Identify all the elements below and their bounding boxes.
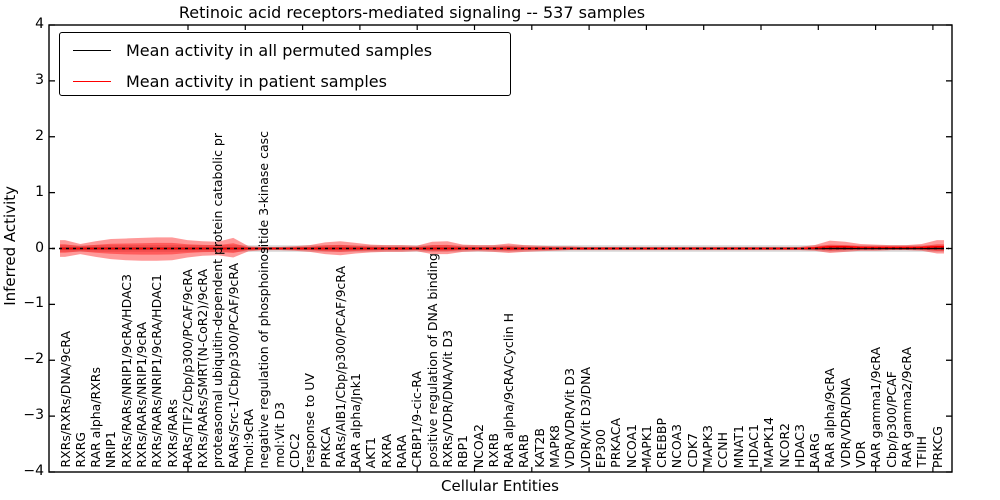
x-tick-label: mol:9cRA xyxy=(241,408,257,468)
x-tick-label: NCOA3 xyxy=(669,423,685,468)
x-tick-label: RAR alpha/9cRA/Cyclin H xyxy=(501,312,517,468)
x-tick-label: RAR alpha/Jnk1 xyxy=(348,372,364,468)
y-tick-label: −1 xyxy=(23,295,44,312)
x-tick-label: positive regulation of DNA binding xyxy=(424,253,440,468)
x-tick-label: RARs/TIF2/Cbp/p300/PCAF/9cRA xyxy=(179,268,195,468)
x-tick-label: CCNH xyxy=(715,431,731,468)
x-tick-label: HDAC3 xyxy=(791,424,807,468)
x-tick-label: RXRG xyxy=(72,432,88,468)
permuted-line-sample xyxy=(73,50,111,51)
legend-label-permuted: Mean activity in all permuted samples xyxy=(126,41,433,60)
y-tick-label: 3 xyxy=(35,71,44,88)
x-tick-label: AKT1 xyxy=(363,436,379,468)
x-tick-label: EP300 xyxy=(592,428,608,468)
x-tick-label: RAR gamma1/9cRA xyxy=(868,347,884,468)
y-tick-label: −2 xyxy=(23,351,44,368)
x-tick-label: RXRA xyxy=(378,434,394,468)
x-tick-label: KAT2B xyxy=(531,428,547,468)
x-tick-label: Cbp/p300/PCAF xyxy=(883,371,899,468)
x-tick-label: RXRs/RXRs/DNA/9cRA xyxy=(57,331,73,468)
legend-entry-patient: Mean activity in patient samples xyxy=(60,66,510,97)
x-tick-label: RARA xyxy=(394,434,410,468)
x-tick-label: RXRs/VDR/DNA/Vit D3 xyxy=(439,330,455,468)
x-tick-label: TFIIH xyxy=(914,436,930,468)
x-tick-label: CDK7 xyxy=(684,433,700,468)
x-tick-label: MNAT1 xyxy=(730,424,746,468)
x-tick-label: RARB xyxy=(516,434,532,468)
x-tick-label: PRKCA xyxy=(317,426,333,468)
x-tick-label: RARs/AIB1/Cbp/p300/PCAF/9cRA xyxy=(332,266,348,468)
y-tick-label: −3 xyxy=(23,407,44,424)
x-tick-label: CDC2 xyxy=(286,432,302,468)
x-tick-label: RAR gamma2/9cRA xyxy=(898,347,914,468)
legend-box: Mean activity in all permuted samples Me… xyxy=(59,32,511,96)
x-tick-label: RXRB xyxy=(485,433,501,468)
x-tick-label: MAPK14 xyxy=(761,417,777,468)
legend-entry-permuted: Mean activity in all permuted samples xyxy=(60,35,510,66)
chart-title: Retinoic acid receptors-mediated signali… xyxy=(178,3,646,22)
x-tick-label: NCOA2 xyxy=(470,423,486,468)
x-tick-label: RARG xyxy=(807,432,823,468)
x-tick-label: VDR/Vit D3/DNA xyxy=(577,366,593,468)
x-tick-label: MAPK3 xyxy=(700,424,716,468)
x-tick-label: NCOR2 xyxy=(776,423,792,468)
x-tick-label: VDR xyxy=(853,441,868,468)
legend-label-patient: Mean activity in patient samples xyxy=(126,72,387,91)
x-tick-label: RBP1 xyxy=(455,435,471,468)
x-tick-label: mol:Vit D3 xyxy=(271,402,287,468)
x-tick-label: MAPK8 xyxy=(547,424,563,468)
x-tick-label: NRIP1 xyxy=(103,430,119,468)
y-tick-label: 0 xyxy=(35,239,44,256)
x-tick-label: negative regulation of phosphoinositide … xyxy=(256,130,272,469)
patient-line-sample xyxy=(73,81,111,82)
x-tick-label: RXRs/RARs/NRIP1/9cRA xyxy=(133,322,149,468)
y-tick-label: 2 xyxy=(35,127,44,144)
x-tick-label: VDR/VDR/Vit D3 xyxy=(562,367,578,468)
x-tick-label: RAR alpha/RXRs xyxy=(88,367,104,468)
x-tick-label: VDR/VDR/DNA xyxy=(837,378,853,468)
x-tick-label: RAR alpha/9cRA xyxy=(822,368,838,468)
x-tick-label: RARs/Src-1/Cbp/p300/PCAF/9cRA xyxy=(225,262,241,468)
x-tick-label: RXRs/RARs/SMRT(N-CoR2)/9cRA xyxy=(195,268,211,468)
x-tick-label: CREBBP xyxy=(654,418,670,468)
y-tick-label: 1 xyxy=(35,183,44,200)
x-tick-label: MAPK1 xyxy=(638,424,654,468)
x-tick-label: proteasomal ubiquitin-dependent protein … xyxy=(210,132,226,468)
x-tick-label: NCOA1 xyxy=(623,423,639,468)
x-tick-label: response to UV xyxy=(302,373,318,468)
x-tick-label: HDAC1 xyxy=(745,424,761,468)
x-tick-label: PRKCG xyxy=(929,425,945,468)
x-tick-label: RXRs/RARs/NRIP1/9cRA/HDAC3 xyxy=(118,274,134,468)
x-tick-label: RXRs/RARs xyxy=(164,399,180,468)
x-tick-label: CRBP1/9-cic-RA xyxy=(409,371,425,468)
x-tick-label: RXRs/RARs/NRIP1/9cRA/HDAC1 xyxy=(149,274,165,468)
y-tick-label: 4 xyxy=(35,16,44,32)
x-tick-label: PRKACA xyxy=(608,418,624,468)
x-axis-label: Cellular Entities xyxy=(441,477,559,495)
y-tick-label: −4 xyxy=(23,463,44,479)
